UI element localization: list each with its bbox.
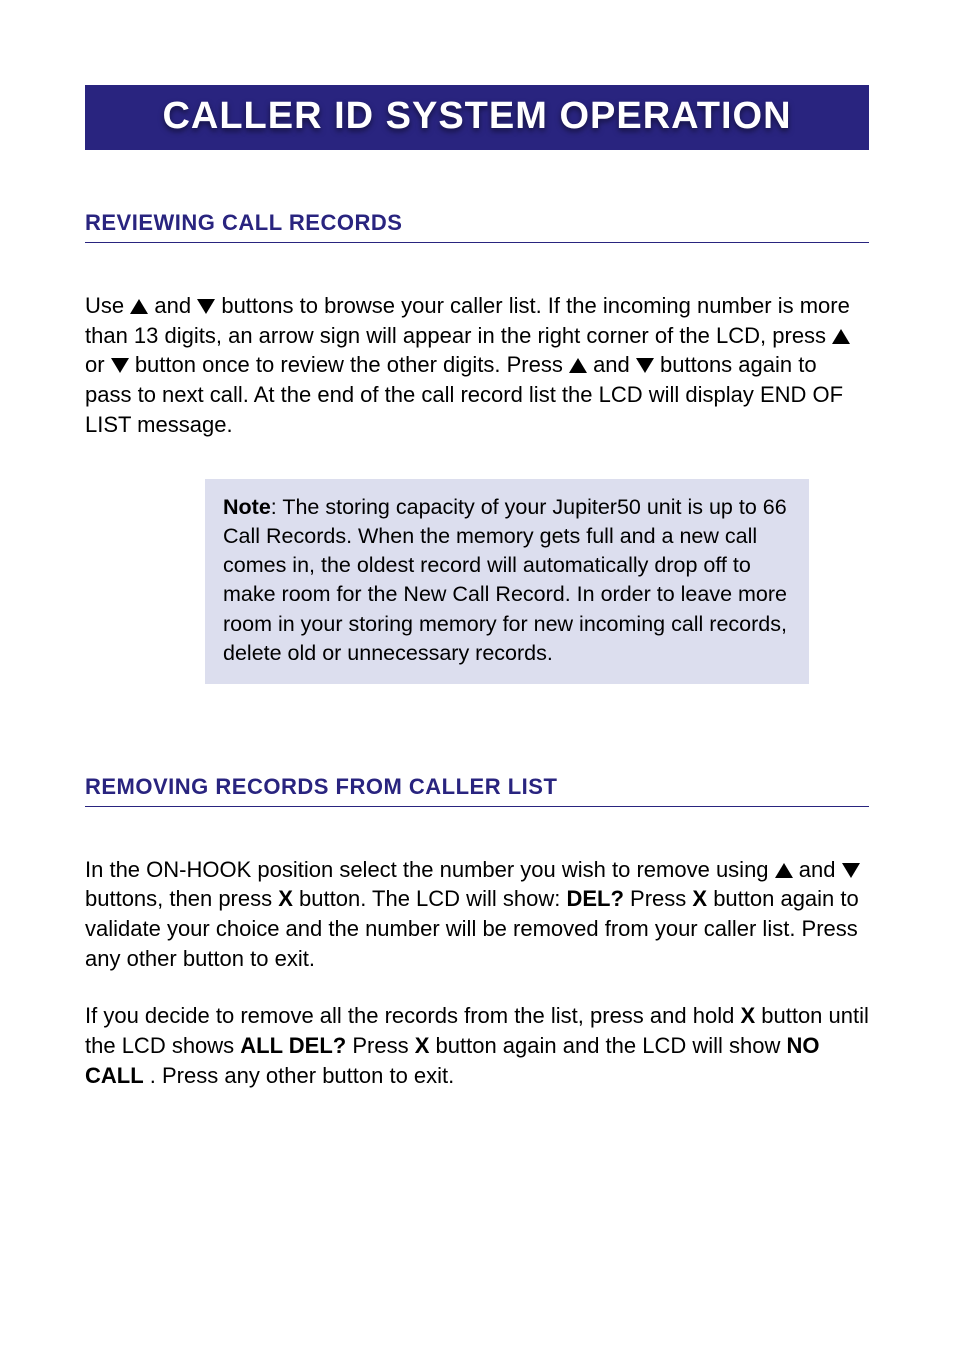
x-button-label: X <box>415 1033 430 1058</box>
section2-heading-text: REMOVING RECORDS FROM CALLER LIST <box>85 774 557 799</box>
note-callout-box: Note: The storing capacity of your Jupit… <box>205 479 809 683</box>
text-fragment: Press <box>352 1033 414 1058</box>
note-body: : The storing capacity of your Jupiter50… <box>223 495 787 664</box>
x-button-label: X <box>278 886 293 911</box>
text-fragment: and <box>593 352 636 377</box>
x-button-label: X <box>692 886 707 911</box>
page-title-bar: CALLER ID SYSTEM OPERATION <box>85 85 869 150</box>
lcd-alldel-prompt: ALL DEL? <box>240 1033 346 1058</box>
text-fragment: button once to review the other digits. … <box>135 352 569 377</box>
section2-paragraph-1: In the ON-HOOK position select the numbe… <box>85 855 869 974</box>
up-arrow-icon <box>130 299 148 314</box>
down-arrow-icon <box>842 863 860 878</box>
up-arrow-icon <box>569 358 587 373</box>
text-fragment: and <box>154 293 197 318</box>
text-fragment: Use <box>85 293 130 318</box>
text-fragment: button. The LCD will show: <box>299 886 566 911</box>
down-arrow-icon <box>111 358 129 373</box>
section-heading-reviewing: REVIEWING CALL RECORDS <box>85 210 869 243</box>
text-fragment: . Press any other button to exit. <box>150 1063 455 1088</box>
text-fragment: button again and the LCD will show <box>436 1033 787 1058</box>
text-fragment: buttons, then press <box>85 886 278 911</box>
up-arrow-icon <box>775 863 793 878</box>
up-arrow-icon <box>832 329 850 344</box>
down-arrow-icon <box>197 299 215 314</box>
x-button-label: X <box>740 1003 755 1028</box>
text-fragment: or <box>85 352 111 377</box>
text-fragment: and <box>799 857 842 882</box>
lcd-del-prompt: DEL? <box>566 886 623 911</box>
down-arrow-icon <box>636 358 654 373</box>
text-fragment: In the ON-HOOK position select the numbe… <box>85 857 775 882</box>
page-title: CALLER ID SYSTEM OPERATION <box>162 95 791 137</box>
note-label: Note <box>223 495 271 519</box>
section1-heading-text: REVIEWING CALL RECORDS <box>85 210 402 235</box>
section1-paragraph: Use and buttons to browse your caller li… <box>85 291 869 439</box>
text-fragment: Press <box>630 886 692 911</box>
text-fragment: If you decide to remove all the records … <box>85 1003 740 1028</box>
section2-paragraph-2: If you decide to remove all the records … <box>85 1001 869 1090</box>
section-heading-removing: REMOVING RECORDS FROM CALLER LIST <box>85 774 869 807</box>
